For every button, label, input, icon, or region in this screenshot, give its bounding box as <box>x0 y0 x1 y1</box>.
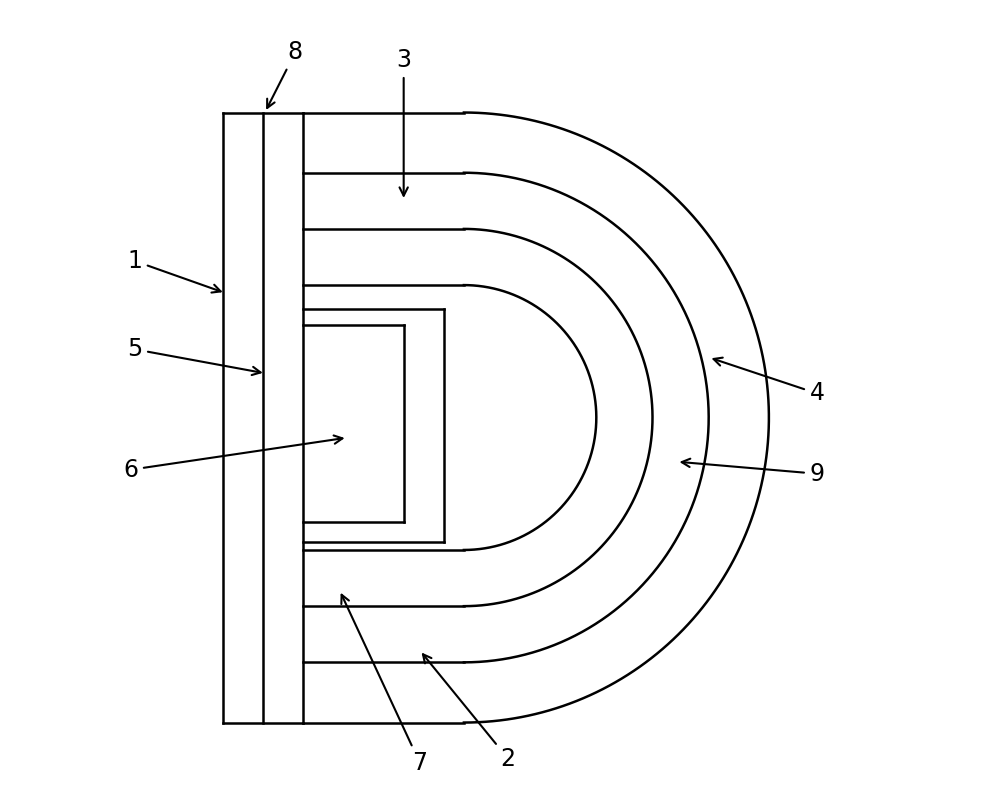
Text: 4: 4 <box>714 358 825 406</box>
Text: 9: 9 <box>682 459 825 486</box>
Text: 3: 3 <box>396 49 411 195</box>
Text: 6: 6 <box>123 436 342 482</box>
Text: 7: 7 <box>341 594 427 775</box>
Text: 8: 8 <box>267 41 303 108</box>
Text: 2: 2 <box>423 654 516 770</box>
Text: 1: 1 <box>127 249 221 293</box>
Text: 5: 5 <box>127 337 261 375</box>
